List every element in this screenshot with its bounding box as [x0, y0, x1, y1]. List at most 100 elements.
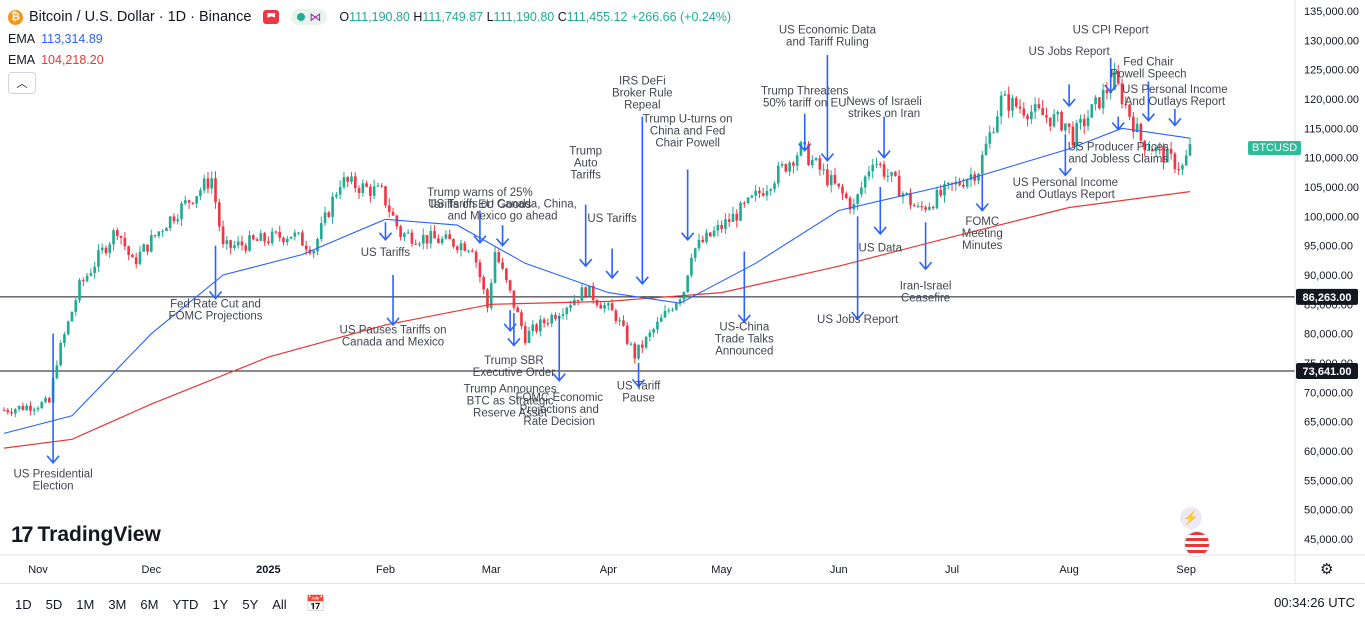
candle-body	[667, 310, 671, 312]
candle-body	[773, 183, 776, 190]
candle-body	[335, 194, 338, 197]
bitcoin-icon: ₿	[8, 9, 23, 25]
ema-slow-legend[interactable]: EMA 104,218.20	[8, 52, 104, 67]
y-tick-label: 105,000.00	[1304, 182, 1359, 194]
candle-body	[1120, 83, 1124, 104]
candle-body	[85, 275, 89, 281]
annotation-label: US Data	[859, 243, 903, 255]
candle-body	[444, 234, 448, 239]
annotation: US Jobs Report	[1029, 46, 1111, 108]
timeframe-1d[interactable]: 1D	[15, 596, 32, 612]
candle-body	[965, 179, 969, 187]
candle-body	[6, 410, 10, 413]
candle-body	[822, 169, 825, 171]
share-icon: ⋈	[309, 10, 322, 24]
timeframe-all[interactable]: All	[272, 596, 287, 612]
symbol-title[interactable]: Bitcoin / U.S. Dollar · 1D · Binance	[29, 9, 252, 25]
candle-body	[841, 186, 844, 194]
horizontal-levels: 86,263.00 73,641.00	[0, 288, 1358, 379]
annotation-arrowhead	[507, 337, 521, 347]
candle-body	[489, 282, 493, 308]
bottom-toolbar: 1D 5D 1M 3M 6M YTD 1Y 5Y All 📅 00:34:26 …	[0, 583, 1365, 624]
annotation-arrowhead	[495, 238, 510, 247]
annotation-arrowhead	[208, 290, 223, 300]
timeframe-5y[interactable]: 5Y	[242, 596, 259, 612]
annotation-arrowhead	[1111, 121, 1125, 131]
flag-icon[interactable]	[263, 10, 280, 24]
market-status-pill[interactable]: ⋈	[291, 9, 328, 25]
collapse-legend-button[interactable]: ︿	[8, 72, 36, 94]
candle-body	[1037, 104, 1041, 109]
candle-body	[1067, 123, 1071, 127]
candle-body	[100, 247, 104, 251]
timeframe-1y[interactable]: 1Y	[212, 596, 229, 612]
candle-body	[977, 173, 980, 181]
x-tick-label: Jul	[945, 564, 959, 576]
timeframe-1m[interactable]: 1M	[76, 596, 95, 612]
candle-body	[595, 300, 599, 305]
candle-body	[992, 132, 995, 134]
candle-body	[724, 219, 727, 229]
candle-body	[505, 268, 508, 281]
annotation: US CPI Report	[1073, 24, 1150, 94]
candle-body	[149, 235, 153, 252]
annotation: Trump warns of 25% Tariffs on EU Goods	[427, 187, 533, 244]
candle-body	[391, 211, 395, 216]
candle-body	[1014, 97, 1018, 107]
timeframe-5d[interactable]: 5D	[45, 596, 63, 612]
candle-body	[138, 251, 142, 264]
candle-body	[678, 299, 682, 304]
annotation: IRS DeFi Broker Rule Repeal	[612, 75, 673, 286]
ema-fast-legend[interactable]: EMA 113,314.89	[8, 31, 103, 46]
candle-body	[131, 254, 134, 258]
candle-body	[644, 336, 648, 348]
candle-body	[1150, 149, 1154, 152]
timeframe-ytd[interactable]: YTD	[172, 596, 199, 612]
candle-body	[1113, 71, 1116, 90]
tradingview-logo[interactable]: 17 TradingView	[11, 522, 161, 547]
candle-body	[10, 412, 13, 414]
candle-body	[988, 132, 992, 144]
timeframe-3m[interactable]: 3M	[108, 596, 127, 612]
utc-clock[interactable]: 00:34:26 UTC	[1274, 595, 1355, 610]
date-range-icon[interactable]: 📅	[305, 596, 326, 613]
annotation: US Tariffs	[587, 213, 637, 280]
candle-body	[421, 234, 425, 244]
annotation-label: Fed Chair Powell Speech	[1110, 57, 1186, 81]
candle-body	[316, 239, 319, 252]
candle-body	[742, 202, 746, 204]
annotation: Fed Rate Cut and FOMC Projections	[169, 245, 263, 322]
candle-body	[270, 231, 274, 244]
candle-body	[856, 194, 859, 205]
candle-body	[214, 178, 217, 203]
lightning-icon[interactable]: ⚡	[1180, 507, 1202, 529]
candle-body	[1166, 148, 1169, 163]
timeframe-6m[interactable]: 6M	[140, 596, 159, 612]
candle-body	[429, 231, 433, 244]
status-dot-icon	[297, 13, 306, 21]
annotation-label: Iran-Israel Ceasefire	[900, 281, 952, 305]
x-tick-label: Dec	[142, 564, 162, 576]
candle-body	[146, 244, 149, 252]
gear-icon[interactable]: ⚙	[1320, 561, 1334, 578]
annotation-arrowhead	[473, 235, 487, 244]
annotation: News of Israeli strikes on Iran	[846, 96, 922, 159]
candle-body	[894, 172, 897, 176]
candle-body	[418, 243, 421, 245]
candle-body	[365, 183, 368, 187]
candle-body	[1071, 126, 1075, 146]
candle-body	[414, 243, 418, 245]
candle-body	[1082, 118, 1086, 127]
candle-body	[535, 324, 538, 332]
candle-body	[625, 325, 629, 344]
annotation-arrowhead	[918, 261, 933, 271]
candle-body	[739, 202, 742, 221]
candle-body	[195, 196, 198, 204]
us-flag-icon[interactable]	[1184, 531, 1210, 557]
candle-body	[134, 257, 138, 264]
price-chart[interactable]: 86,263.00 73,641.00 US Presidential Electi…	[0, 0, 1365, 583]
candle-body	[1184, 155, 1188, 166]
candle-body	[1090, 104, 1094, 118]
candle-body	[119, 236, 123, 238]
event-annotations: US Presidential Election Fed Rate Cut and F…	[13, 24, 1227, 492]
